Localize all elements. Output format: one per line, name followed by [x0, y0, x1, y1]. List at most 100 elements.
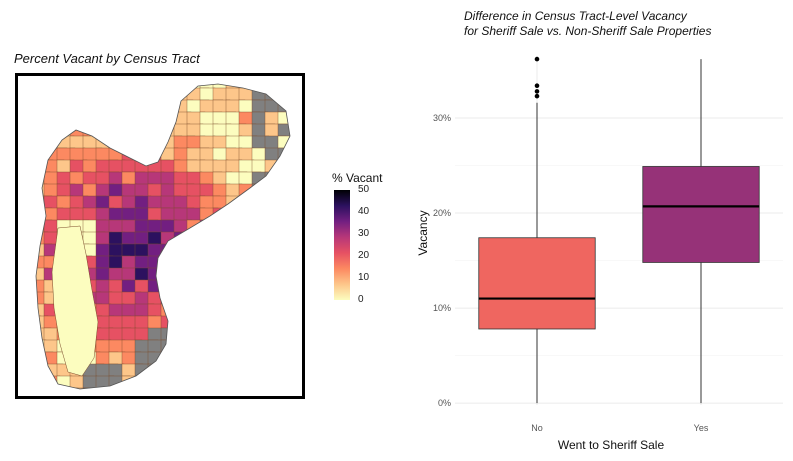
- census-tract: [36, 231, 38, 254]
- census-tract: [121, 375, 143, 389]
- census-tract: [36, 363, 42, 379]
- census-tract: [173, 243, 194, 264]
- census-tract: [147, 84, 169, 92]
- census-tract: [238, 219, 257, 242]
- census-tract: [160, 351, 185, 369]
- census-tract: [160, 279, 181, 302]
- census-tract: [18, 280, 35, 297]
- map-frame: [15, 73, 305, 399]
- census-tract: [43, 387, 64, 389]
- census-tract: [225, 219, 248, 241]
- census-tract: [18, 136, 34, 158]
- census-tract: [277, 387, 290, 389]
- census-tract: [264, 171, 283, 190]
- census-tract: [251, 84, 271, 90]
- census-tract: [160, 387, 177, 389]
- census-tract: [147, 87, 164, 109]
- census-tract: [264, 279, 281, 297]
- census-tract: [95, 84, 116, 94]
- census-tract: [238, 339, 262, 363]
- census-tract: [277, 159, 290, 180]
- census-tract: [186, 327, 204, 346]
- census-tract: [36, 123, 38, 143]
- census-tract: [36, 351, 37, 371]
- census-tract: [43, 84, 59, 98]
- census-tract: [36, 363, 49, 386]
- census-tract: [43, 123, 64, 143]
- y-axis-label: Vacancy: [416, 210, 430, 255]
- outlier-point: [534, 93, 540, 99]
- legend-tick: 30: [358, 228, 370, 239]
- census-tract: [160, 111, 176, 131]
- census-tract: [199, 363, 216, 379]
- census-tract: [212, 219, 229, 234]
- census-tract: [56, 375, 73, 389]
- census-tract: [121, 111, 146, 127]
- census-tract: [212, 279, 235, 298]
- census-tract: [121, 84, 138, 94]
- census-tract: [36, 159, 38, 181]
- census-tract: [212, 207, 237, 230]
- census-tract: [69, 111, 85, 127]
- census-tract: [173, 303, 197, 323]
- census-tract: [199, 375, 216, 389]
- census-tract: [95, 267, 111, 282]
- census-tract: [277, 339, 290, 357]
- census-tract: [264, 351, 280, 367]
- census-tract: [186, 387, 211, 389]
- census-tract: [264, 327, 283, 349]
- census-tract: [95, 123, 115, 138]
- census-tract: [277, 219, 290, 241]
- census-tract: [147, 375, 165, 389]
- census-tract: [134, 111, 152, 129]
- map-legend: % Vacant 50 40 30 20 10 0: [332, 171, 404, 311]
- census-tract: [251, 267, 267, 287]
- census-tract: [264, 84, 286, 96]
- census-tract: [251, 219, 269, 242]
- census-tract: [251, 243, 268, 265]
- census-tract: [238, 255, 260, 278]
- census-tract: [18, 340, 34, 353]
- census-tract: [291, 220, 302, 238]
- census-tract: [121, 387, 140, 389]
- census-tract: [82, 111, 100, 130]
- census-tract: [121, 99, 143, 118]
- outlier-point: [534, 83, 540, 89]
- census-tract: [82, 87, 101, 108]
- legend-color-bar: [334, 190, 350, 300]
- census-tract: [291, 232, 302, 249]
- census-tract: [277, 183, 290, 202]
- census-tract: [36, 219, 41, 242]
- census-tract: [173, 267, 193, 290]
- census-tract: [291, 388, 302, 396]
- census-tract: [264, 195, 287, 212]
- census-tract: [225, 327, 245, 347]
- census-tract: [173, 387, 198, 389]
- census-tract: [186, 315, 203, 337]
- census-tract: [199, 279, 217, 303]
- census-tract: [186, 363, 208, 378]
- census-tract: [18, 292, 33, 314]
- x-axis-label: Went to Sheriff Sale: [558, 438, 665, 452]
- census-tract: [18, 376, 32, 396]
- census-tract: [36, 315, 42, 334]
- census-tract: [82, 375, 98, 389]
- census-tract: [277, 84, 290, 94]
- census-tract: [291, 352, 302, 366]
- census-tract: [147, 363, 163, 385]
- census-tract: [36, 111, 55, 131]
- census-tract: [173, 255, 198, 275]
- census-tract: [134, 135, 158, 154]
- census-tract: [36, 327, 39, 342]
- census-tract: [56, 87, 78, 107]
- census-tract: [264, 267, 284, 284]
- census-tract: [291, 160, 302, 177]
- census-tract: [173, 147, 190, 162]
- census-tract: [36, 99, 37, 121]
- boxplot-panel: Difference in Census Tract-Level Vacancy…: [410, 0, 793, 461]
- census-tract: [160, 87, 178, 102]
- census-tract: [277, 291, 290, 309]
- census-tract: [225, 351, 241, 370]
- census-tract: [173, 327, 193, 350]
- census-tract: [251, 303, 276, 318]
